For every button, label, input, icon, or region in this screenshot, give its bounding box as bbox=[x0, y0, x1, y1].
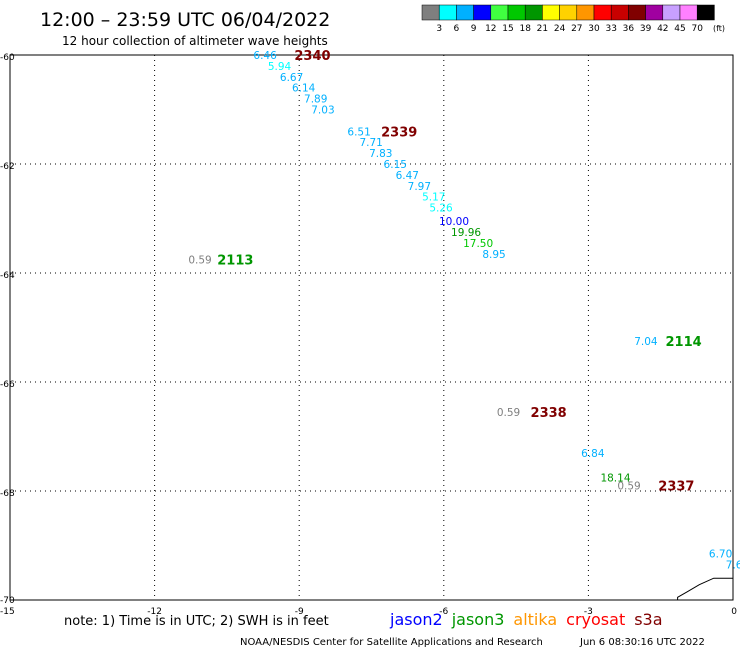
satellite-legend-entry: s3a bbox=[634, 610, 662, 629]
wave-height-label: 17.50 bbox=[463, 238, 493, 250]
satellite-legend-entry: jason3 bbox=[451, 610, 505, 629]
latitude-tick-labels: -60 -62 -64 -66 -68 -70 bbox=[0, 53, 15, 606]
wave-height-label: 7.71 bbox=[359, 137, 382, 149]
wave-height-label: 6.84 bbox=[581, 448, 605, 460]
latitude-tick-label: -62 bbox=[0, 162, 15, 172]
scale-tick-label: 45 bbox=[674, 24, 685, 34]
wave-height-label: 7.97 bbox=[408, 181, 431, 193]
satellite-legend: jason2 jason3 altika cryosat s3a bbox=[389, 610, 663, 629]
wave-height-label: 7.04 bbox=[634, 336, 658, 348]
latitude-tick-label: -68 bbox=[0, 489, 15, 499]
wave-height-label: 6.47 bbox=[396, 170, 419, 182]
wave-height-color-scale: 3 6 9 12 15 18 21 24 27 30 33 36 39 42 45 70 bbox=[421, 4, 715, 34]
latitude-tick-label: -60 bbox=[0, 53, 15, 63]
satellite-legend-entry: altika bbox=[513, 610, 557, 629]
scale-tick-label: 12 bbox=[485, 24, 496, 34]
scale-tick-label: 70 bbox=[691, 24, 703, 34]
scale-swatch bbox=[438, 4, 457, 21]
scale-swatch bbox=[576, 4, 595, 21]
pass-number-label: 2113 bbox=[217, 253, 253, 268]
scale-swatch bbox=[473, 4, 492, 21]
wave-height-label: 18.14 bbox=[600, 472, 630, 484]
scale-tick-label: 36 bbox=[623, 24, 635, 34]
longitude-tick-label: -3 bbox=[584, 607, 593, 617]
satellite-legend-entry: jason2 bbox=[389, 610, 443, 629]
wave-height-label: 6.14 bbox=[292, 83, 316, 95]
wave-height-label: 6.15 bbox=[384, 159, 407, 171]
pass-number-label: 2339 bbox=[381, 125, 417, 140]
scale-tick-label: 9 bbox=[471, 24, 477, 34]
pass-number-label: 2338 bbox=[531, 406, 567, 421]
scale-tick-label: 3 bbox=[436, 24, 442, 34]
map-frame bbox=[9, 54, 734, 601]
pass-number-labels: 2340 2339 2113 2114 2338 2337 bbox=[217, 49, 701, 495]
credit-text: NOAA/NESDIS Center for Satellite Applica… bbox=[240, 637, 543, 648]
wave-height-label: 5.26 bbox=[429, 203, 453, 215]
scale-swatch bbox=[542, 4, 560, 21]
longitude-tick-label: -15 bbox=[0, 607, 15, 617]
scale-tick-label: 27 bbox=[571, 24, 582, 34]
pass-number-label: 2337 bbox=[658, 480, 694, 495]
wave-height-label: 0.59 bbox=[497, 407, 520, 419]
wave-height-label: 8.95 bbox=[482, 249, 505, 261]
scale-tick-label: 21 bbox=[537, 24, 548, 34]
scale-swatch bbox=[610, 4, 629, 21]
scale-swatch bbox=[593, 4, 612, 21]
wave-height-label: 7.03 bbox=[311, 105, 334, 117]
wave-height-label: 6.46 bbox=[253, 50, 277, 62]
latitude-tick-label: -70 bbox=[0, 596, 15, 606]
scale-unit-label: (ft) bbox=[713, 24, 725, 33]
wave-height-observations: 6.465.946.676.147.897.03 6.517.717.836.15… bbox=[188, 50, 740, 572]
longitude-tick-labels: -15 -12 -9 -6 -3 0 bbox=[0, 607, 737, 617]
generated-timestamp: Jun 6 08:30:16 UTC 2022 bbox=[579, 637, 705, 648]
scale-swatch bbox=[696, 4, 715, 21]
scale-swatch bbox=[662, 4, 681, 21]
wave-height-label: 19.96 bbox=[451, 227, 481, 239]
longitude-tick-label: -12 bbox=[147, 607, 162, 617]
scale-swatch bbox=[507, 4, 526, 21]
scale-tick-label: 33 bbox=[605, 24, 616, 34]
scale-tick-label: 39 bbox=[640, 24, 652, 34]
wave-height-label: 5.94 bbox=[268, 61, 292, 73]
scale-swatch bbox=[628, 4, 646, 21]
scale-swatch bbox=[679, 4, 698, 21]
scale-swatch bbox=[490, 4, 509, 21]
wave-height-label: 7.83 bbox=[369, 148, 392, 160]
scale-tick-label: 6 bbox=[454, 24, 460, 34]
scale-tick-label: 42 bbox=[657, 24, 668, 34]
wave-height-label: 10.00 bbox=[439, 216, 469, 228]
antarctic-coastline bbox=[677, 577, 733, 600]
satellite-legend-entry: cryosat bbox=[566, 610, 625, 629]
wave-height-label: 6.67 bbox=[280, 72, 303, 84]
scale-swatch bbox=[559, 4, 578, 21]
longitude-tick-label: -6 bbox=[439, 607, 448, 617]
latitude-tick-label: -66 bbox=[0, 380, 15, 390]
scale-tick-label: 30 bbox=[588, 24, 600, 34]
scale-tick-label: 24 bbox=[554, 24, 566, 34]
wave-height-label: 6.70 bbox=[709, 549, 732, 561]
scale-swatch bbox=[524, 4, 543, 21]
latitude-tick-label: -64 bbox=[0, 271, 15, 281]
pass-number-label: 2340 bbox=[294, 49, 330, 64]
scale-tick-label: 18 bbox=[519, 24, 531, 34]
scale-swatch bbox=[645, 4, 664, 21]
lat-lon-grid bbox=[10, 55, 733, 600]
scale-swatch bbox=[456, 4, 474, 21]
scale-tick-label: 15 bbox=[502, 24, 513, 34]
units-note: note: 1) Time is in UTC; 2) SWH is in fe… bbox=[64, 614, 329, 629]
wave-height-label: 5.17 bbox=[422, 192, 445, 204]
wave-height-label: 0.59 bbox=[188, 254, 211, 266]
scale-swatch bbox=[421, 4, 440, 21]
wave-height-label: 7.6 bbox=[726, 560, 740, 572]
wave-height-label: 0.59 bbox=[617, 481, 640, 493]
wave-height-label: 7.89 bbox=[304, 94, 327, 106]
longitude-tick-label: -9 bbox=[295, 607, 304, 617]
wave-height-label: 6.51 bbox=[347, 126, 370, 138]
map-subtitle: 12 hour collection of altimeter wave hei… bbox=[62, 34, 328, 48]
pass-number-label: 2114 bbox=[666, 335, 702, 350]
longitude-tick-label: 0 bbox=[731, 607, 737, 617]
map-title: 12:00 – 23:59 UTC 06/04/2022 bbox=[40, 9, 330, 31]
